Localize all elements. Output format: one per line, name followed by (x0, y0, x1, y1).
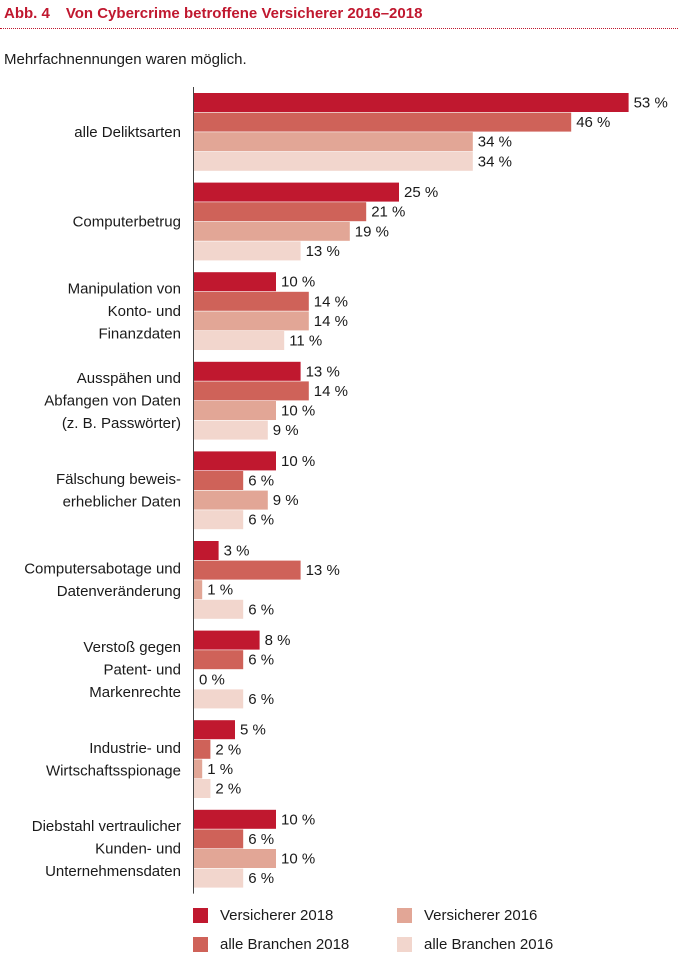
bar (194, 849, 276, 868)
data-label: 6 % (248, 691, 274, 708)
data-label: 13 % (306, 243, 340, 260)
data-label: 19 % (355, 223, 389, 240)
bar (194, 829, 244, 849)
bar (194, 331, 285, 350)
bar (194, 739, 211, 759)
category-label: Industrie- und (89, 740, 181, 757)
category-label: Finanzdaten (98, 326, 181, 343)
category-label: Abfangen von Daten (44, 393, 181, 410)
bar (194, 291, 309, 311)
data-label: 2 % (215, 741, 241, 758)
bar (194, 599, 244, 619)
category-label: Computersabotage und (24, 561, 181, 578)
data-label: 10 % (281, 403, 315, 420)
data-label: 1 % (207, 582, 233, 599)
data-label: 9 % (273, 422, 299, 439)
data-label: 1 % (207, 761, 233, 778)
bar (194, 560, 301, 580)
category-label: Kunden- und (95, 841, 181, 858)
data-label: 0 % (199, 671, 225, 688)
chart-subtitle: Mehrfachnennungen waren möglich. (4, 51, 247, 68)
category-label: Wirtschaftsspionage (46, 762, 181, 779)
figure-number: Abb. 4 (4, 5, 50, 22)
data-label: 8 % (265, 632, 291, 649)
bar (194, 868, 244, 888)
bar (194, 490, 268, 510)
category-label: alle Deliktsarten (74, 124, 181, 141)
bar (194, 151, 473, 171)
data-label: 6 % (248, 870, 274, 887)
bar (194, 689, 244, 709)
category-label: Ausspähen und (77, 370, 181, 387)
category-label: Manipulation von (68, 281, 181, 298)
data-label: 25 % (404, 184, 438, 201)
data-label: 21 % (371, 204, 405, 221)
bar (194, 809, 276, 829)
bar (194, 311, 309, 331)
data-label: 46 % (576, 114, 610, 131)
bar (194, 650, 244, 670)
bar (194, 401, 276, 420)
data-label: 3 % (224, 543, 250, 560)
data-label: 14 % (314, 293, 348, 310)
data-label: 10 % (281, 453, 315, 470)
data-label: 9 % (273, 492, 299, 509)
data-label: 14 % (314, 383, 348, 400)
bar (194, 361, 301, 381)
figure-header: Abb. 4 Von Cybercrime betroffene Versiche… (0, 0, 678, 30)
bar (194, 221, 350, 241)
data-label: 34 % (478, 134, 512, 151)
bar (194, 381, 309, 401)
data-label: 2 % (215, 781, 241, 798)
bar (194, 720, 235, 740)
data-label: 5 % (240, 722, 266, 739)
category-label: Unternehmensdaten (45, 863, 181, 880)
data-label: 13 % (306, 363, 340, 380)
category-label: Datenveränderung (57, 583, 181, 600)
data-label: 14 % (314, 313, 348, 330)
data-label: 10 % (281, 274, 315, 291)
title-divider (0, 28, 678, 29)
figure-title: Von Cybercrime betroffene Versicherer 20… (65, 5, 423, 22)
data-label: 13 % (306, 562, 340, 579)
data-label: 11 % (289, 333, 322, 350)
bar (194, 420, 268, 440)
category-label: erheblicher Daten (63, 494, 181, 511)
category-label: Markenrechte (89, 684, 181, 701)
bar (194, 272, 276, 292)
bar (194, 182, 399, 202)
data-label: 53 % (634, 95, 668, 112)
bar (194, 541, 219, 560)
data-label: 6 % (248, 601, 274, 618)
data-label: 6 % (248, 831, 274, 848)
bar (194, 630, 260, 650)
category-label: Diebstahl vertraulicher (32, 818, 181, 835)
bar (194, 510, 244, 530)
category-label: Computerbetrug (73, 214, 181, 231)
data-label: 6 % (248, 473, 274, 490)
bar (194, 241, 301, 261)
bar (194, 759, 203, 779)
data-label: 6 % (248, 512, 274, 529)
bar (194, 93, 629, 112)
data-label: 10 % (281, 851, 315, 868)
bar (194, 779, 211, 798)
category-label: Verstoß gegen (83, 639, 181, 656)
category-label: (z. B. Passwörter) (62, 415, 181, 432)
category-label: Fälschung beweis- (56, 471, 181, 488)
category-label: Patent- und (103, 662, 181, 679)
bar (194, 202, 367, 222)
data-label: 34 % (478, 153, 512, 170)
bar (194, 580, 203, 600)
data-label: 6 % (248, 652, 274, 669)
bar (194, 451, 276, 471)
data-label: 10 % (281, 811, 315, 828)
page-title: Abb. 4 Von Cybercrime betroffene Versiche… (4, 5, 422, 22)
bar (194, 471, 244, 490)
bar (194, 132, 473, 152)
bar (194, 112, 572, 132)
category-label: Konto- und (108, 303, 181, 320)
